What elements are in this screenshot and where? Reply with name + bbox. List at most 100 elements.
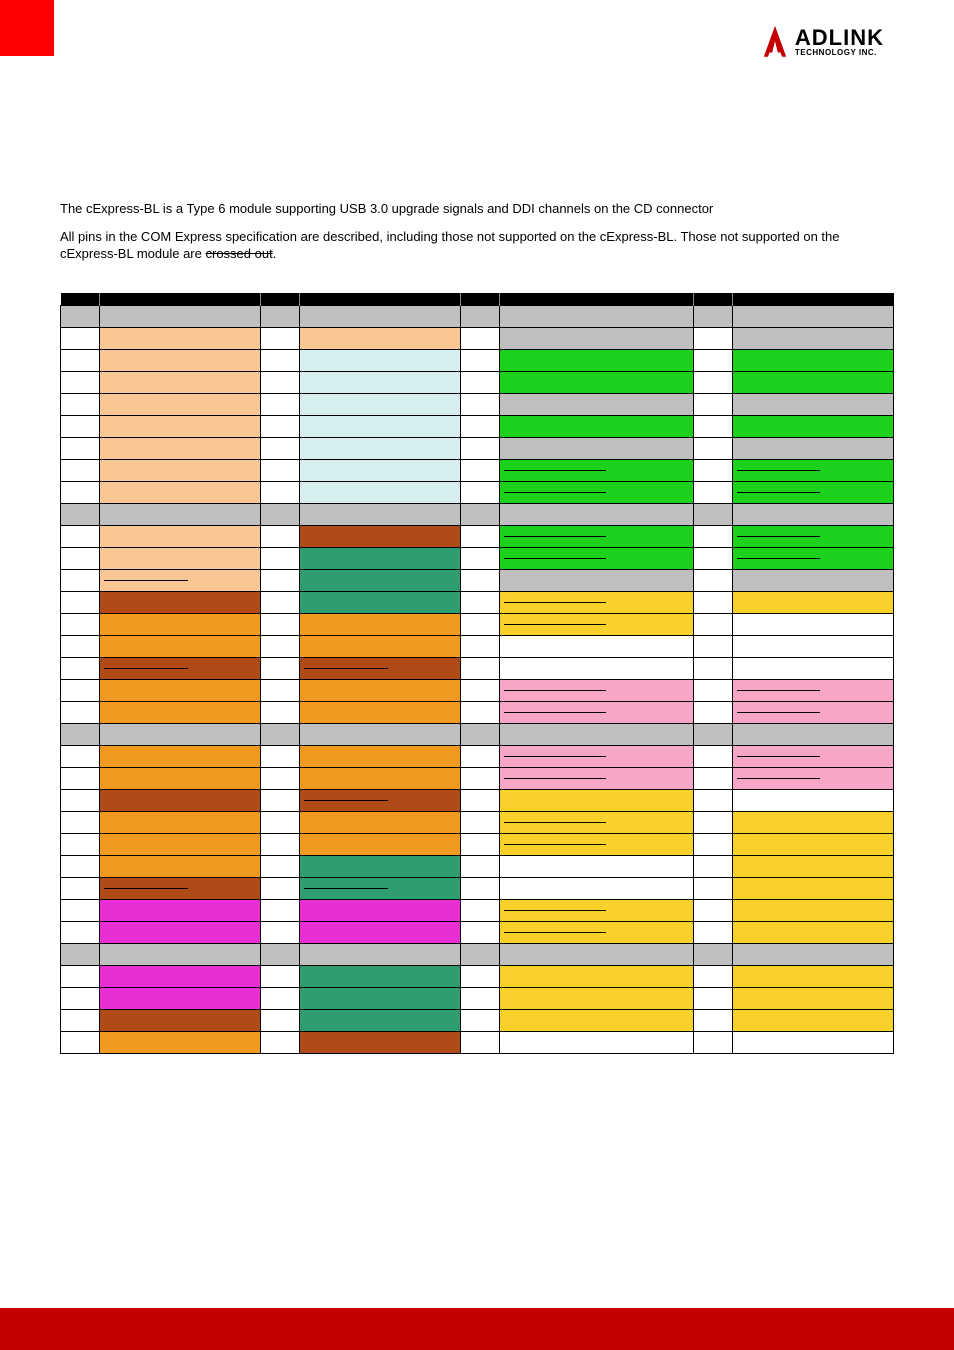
table-cell xyxy=(732,943,894,965)
table-cell xyxy=(461,393,500,415)
table-cell xyxy=(261,635,300,657)
table-cell xyxy=(99,679,260,701)
table-row xyxy=(61,305,894,327)
table-cell xyxy=(61,393,100,415)
table-row xyxy=(61,349,894,371)
table-cell xyxy=(99,833,260,855)
table-cell xyxy=(732,459,894,481)
table-cell xyxy=(500,921,694,943)
table-cell xyxy=(99,327,260,349)
table-cell xyxy=(732,569,894,591)
table-row xyxy=(61,987,894,1009)
table-cell xyxy=(261,877,300,899)
table-cell xyxy=(461,459,500,481)
table-row xyxy=(61,569,894,591)
table-row xyxy=(61,613,894,635)
table-row xyxy=(61,855,894,877)
table-cell xyxy=(99,547,260,569)
table-cell xyxy=(461,569,500,591)
table-cell xyxy=(732,723,894,745)
table-cell xyxy=(461,591,500,613)
table-cell xyxy=(693,767,732,789)
table-cell xyxy=(500,327,694,349)
table-cell xyxy=(299,943,460,965)
table-cell xyxy=(99,591,260,613)
table-cell xyxy=(732,965,894,987)
table-cell xyxy=(99,723,260,745)
table-header-cell xyxy=(61,293,100,306)
table-cell xyxy=(261,569,300,591)
table-cell xyxy=(261,613,300,635)
table-cell xyxy=(299,481,460,503)
table-cell xyxy=(732,635,894,657)
table-cell xyxy=(61,965,100,987)
table-row xyxy=(61,833,894,855)
table-row xyxy=(61,1009,894,1031)
table-cell xyxy=(500,745,694,767)
table-cell xyxy=(461,723,500,745)
table-cell xyxy=(261,547,300,569)
table-row xyxy=(61,327,894,349)
table-cell xyxy=(61,481,100,503)
table-cell xyxy=(500,723,694,745)
table-cell xyxy=(500,547,694,569)
table-cell xyxy=(693,349,732,371)
table-cell xyxy=(99,1009,260,1031)
table-cell xyxy=(299,921,460,943)
table-cell xyxy=(261,987,300,1009)
table-cell xyxy=(732,503,894,525)
table-cell xyxy=(61,811,100,833)
table-cell xyxy=(461,701,500,723)
table-row xyxy=(61,965,894,987)
table-cell xyxy=(500,503,694,525)
table-cell xyxy=(299,811,460,833)
table-cell xyxy=(732,1009,894,1031)
table-cell xyxy=(99,789,260,811)
intro-paragraph-2b-strike: crossed out xyxy=(205,246,272,261)
table-cell xyxy=(461,789,500,811)
table-cell xyxy=(61,789,100,811)
table-row xyxy=(61,921,894,943)
table-cell xyxy=(693,657,732,679)
table-cell xyxy=(693,1031,732,1053)
table-cell xyxy=(261,723,300,745)
table-cell xyxy=(732,371,894,393)
table-cell xyxy=(732,525,894,547)
table-row xyxy=(61,635,894,657)
table-cell xyxy=(99,349,260,371)
table-cell xyxy=(732,349,894,371)
table-cell xyxy=(99,569,260,591)
table-cell xyxy=(61,701,100,723)
table-cell xyxy=(99,943,260,965)
pinout-table xyxy=(60,293,894,1054)
table-cell xyxy=(461,679,500,701)
table-cell xyxy=(732,767,894,789)
table-cell xyxy=(732,877,894,899)
table-cell xyxy=(693,371,732,393)
table-cell xyxy=(61,327,100,349)
intro-paragraph-1: The cExpress-BL is a Type 6 module suppo… xyxy=(60,200,894,218)
table-cell xyxy=(500,371,694,393)
table-cell xyxy=(99,965,260,987)
table-cell xyxy=(461,745,500,767)
table-cell xyxy=(732,1031,894,1053)
table-cell xyxy=(500,1031,694,1053)
table-cell xyxy=(261,745,300,767)
table-header-cell xyxy=(461,293,500,306)
table-row xyxy=(61,657,894,679)
table-cell xyxy=(261,1031,300,1053)
table-cell xyxy=(500,701,694,723)
table-header-cell xyxy=(500,293,694,306)
table-cell xyxy=(61,591,100,613)
table-row xyxy=(61,393,894,415)
table-cell xyxy=(461,525,500,547)
table-cell xyxy=(61,723,100,745)
table-header-row xyxy=(61,293,894,306)
table-cell xyxy=(693,701,732,723)
table-cell xyxy=(99,415,260,437)
table-cell xyxy=(299,877,460,899)
table-cell xyxy=(693,525,732,547)
table-row xyxy=(61,767,894,789)
table-cell xyxy=(461,877,500,899)
table-cell xyxy=(693,1009,732,1031)
